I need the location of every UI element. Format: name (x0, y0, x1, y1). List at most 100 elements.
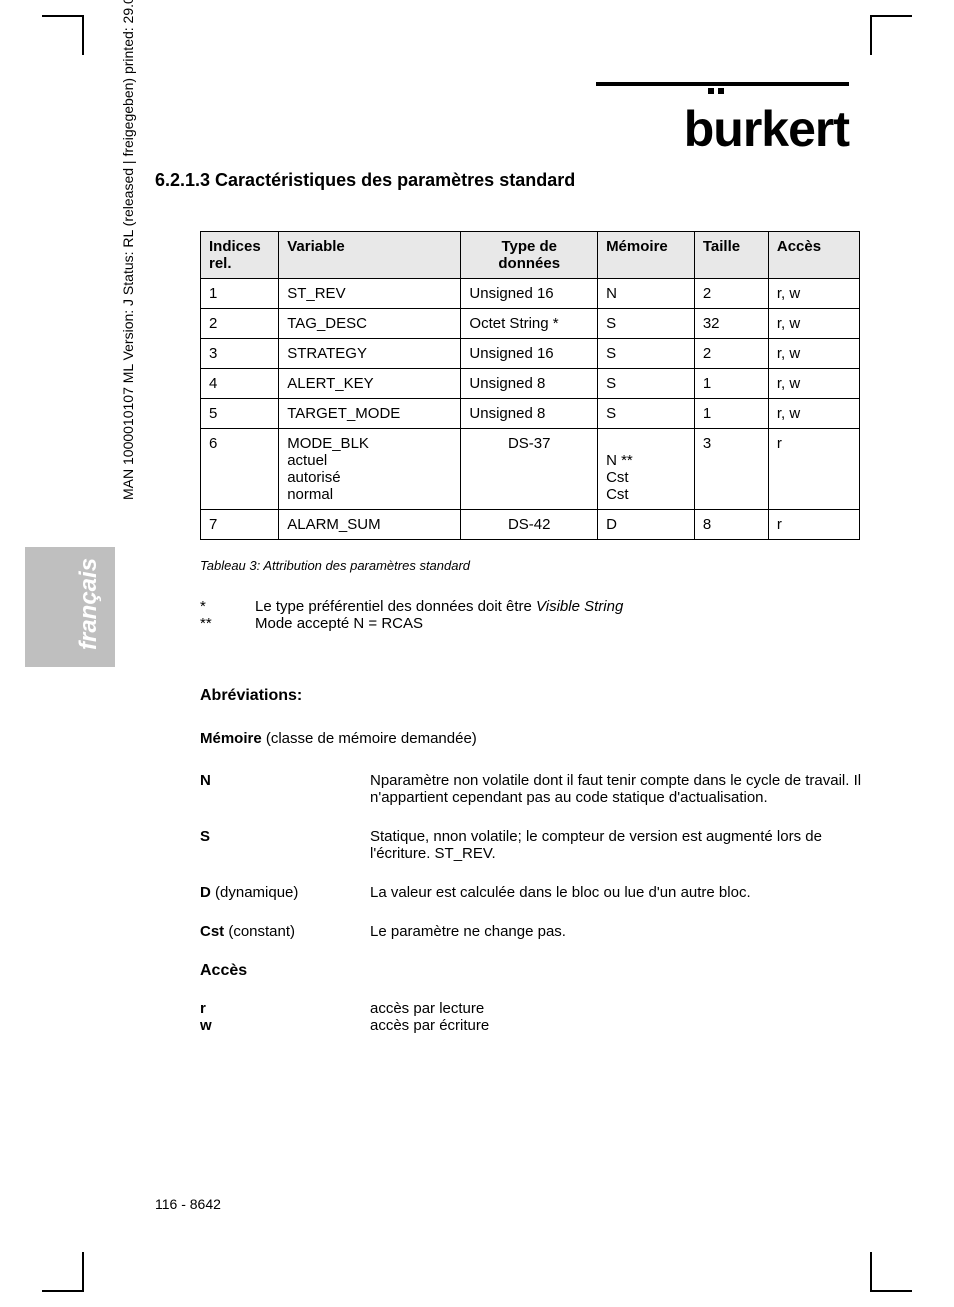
table-row: 4ALERT_KEYUnsigned 8S1r, w (201, 369, 860, 399)
col-header-indices: Indices rel. (201, 232, 279, 279)
table-cell: N ** Cst Cst (598, 429, 695, 510)
abbreviations-heading: Abréviations: (200, 687, 875, 705)
table-cell: Unsigned 16 (461, 339, 598, 369)
table-cell: Unsigned 8 (461, 369, 598, 399)
crop-mark (870, 1252, 872, 1292)
access-list: raccès par lecturewaccès par écriture (200, 1000, 875, 1034)
definition-row: Cst (constant)Le paramètre ne change pas… (200, 923, 875, 940)
table-cell: 5 (201, 399, 279, 429)
content-area: 6.2.1.3 Caractéristiques des paramètres … (155, 170, 875, 1034)
table-row: 2TAG_DESCOctet String *S32r, w (201, 309, 860, 339)
definition-term: D (dynamique) (200, 884, 370, 901)
table-cell: 4 (201, 369, 279, 399)
footnote-text-part: Le type préférentiel des données doit êt… (255, 598, 536, 615)
definition-row: NNparamètre non volatile dont il faut te… (200, 772, 875, 806)
logo-bar (596, 82, 849, 86)
crop-mark (82, 15, 84, 55)
memory-desc: (classe de mémoire demandée) (262, 730, 477, 747)
parameters-table: Indices rel. Variable Type de données Mé… (200, 231, 860, 540)
table-cell: MODE_BLK actuel autorisé normal (279, 429, 461, 510)
access-term: w (200, 1017, 370, 1034)
table-row: 7ALARM_SUMDS-42D8r (201, 510, 860, 540)
table-cell: 32 (694, 309, 768, 339)
table-cell: N (598, 279, 695, 309)
table-cell: r, w (768, 339, 859, 369)
access-heading: Accès (200, 962, 875, 980)
table-cell: r (768, 429, 859, 510)
table-cell: r, w (768, 309, 859, 339)
table-cell: STRATEGY (279, 339, 461, 369)
table-cell: ALERT_KEY (279, 369, 461, 399)
page: burkert MAN 1000010107 ML Version: J Sta… (0, 0, 954, 1307)
table-cell: 3 (201, 339, 279, 369)
crop-mark (82, 1252, 84, 1292)
table-row: 3STRATEGYUnsigned 16S2r, w (201, 339, 860, 369)
table-row: 5TARGET_MODEUnsigned 8S1r, w (201, 399, 860, 429)
logo-umlaut-dots (708, 88, 724, 94)
table-cell: TARGET_MODE (279, 399, 461, 429)
footnote-text: Le type préférentiel des données doit êt… (255, 598, 623, 615)
crop-mark (42, 15, 82, 17)
table-cell: 2 (694, 279, 768, 309)
definition-term: Cst (constant) (200, 923, 370, 940)
table-cell: S (598, 339, 695, 369)
table-cell: TAG_DESC (279, 309, 461, 339)
table-header-row: Indices rel. Variable Type de données Mé… (201, 232, 860, 279)
footnote-mark: ** (200, 615, 255, 632)
table-cell: 1 (694, 369, 768, 399)
table-cell: 2 (201, 309, 279, 339)
crop-mark (872, 15, 912, 17)
table-cell: 6 (201, 429, 279, 510)
table-cell: 8 (694, 510, 768, 540)
definition-desc: Statique, nnon volatile; le compteur de … (370, 828, 875, 862)
footnote-mark: * (200, 598, 255, 615)
table-cell: S (598, 309, 695, 339)
col-header-acces: Accès (768, 232, 859, 279)
definition-desc: Le paramètre ne change pas. (370, 923, 875, 940)
definition-row: D (dynamique)La valeur est calculée dans… (200, 884, 875, 901)
definition-term: S (200, 828, 370, 862)
table-cell: 3 (694, 429, 768, 510)
table-cell: 2 (694, 339, 768, 369)
table-row: 6MODE_BLK actuel autorisé normalDS-37 N … (201, 429, 860, 510)
footnote-row: ** Mode accepté N = RCAS (200, 615, 875, 632)
footnote-text: Mode accepté N = RCAS (255, 615, 423, 632)
table-cell: r, w (768, 399, 859, 429)
access-term: r (200, 1000, 370, 1017)
table-cell: 1 (201, 279, 279, 309)
col-header-taille: Taille (694, 232, 768, 279)
access-row: waccès par écriture (200, 1017, 875, 1034)
col-header-variable: Variable (279, 232, 461, 279)
definition-term: N (200, 772, 370, 806)
table-cell: 7 (201, 510, 279, 540)
crop-mark (872, 1290, 912, 1292)
footnote-text-italic: Visible String (536, 598, 623, 615)
definition-desc: La valeur est calculée dans le bloc ou l… (370, 884, 875, 901)
footnote-row: * Le type préférentiel des données doit … (200, 598, 875, 615)
table-cell: ST_REV (279, 279, 461, 309)
table-cell: D (598, 510, 695, 540)
definitions-list: NNparamètre non volatile dont il faut te… (200, 772, 875, 940)
crop-mark (42, 1290, 82, 1292)
brand-logo: burkert (684, 100, 849, 158)
table-cell: r, w (768, 369, 859, 399)
access-row: raccès par lecture (200, 1000, 875, 1017)
crop-mark (870, 15, 872, 55)
table-cell: Octet String * (461, 309, 598, 339)
table-cell: Unsigned 16 (461, 279, 598, 309)
language-label: français (75, 558, 103, 650)
table-cell: DS-37 (461, 429, 598, 510)
table-cell: r (768, 510, 859, 540)
col-header-type: Type de données (461, 232, 598, 279)
table-cell: DS-42 (461, 510, 598, 540)
table-cell: 1 (694, 399, 768, 429)
col-header-memoire: Mémoire (598, 232, 695, 279)
table-cell: r, w (768, 279, 859, 309)
access-desc: accès par écriture (370, 1017, 875, 1034)
access-desc: accès par lecture (370, 1000, 875, 1017)
table-cell: Unsigned 8 (461, 399, 598, 429)
table-row: 1ST_REVUnsigned 16N2r, w (201, 279, 860, 309)
side-status-text: MAN 1000010107 ML Version: J Status: RL … (120, 0, 136, 500)
table-cell: S (598, 369, 695, 399)
page-footer: 116 - 8642 (155, 1196, 221, 1212)
